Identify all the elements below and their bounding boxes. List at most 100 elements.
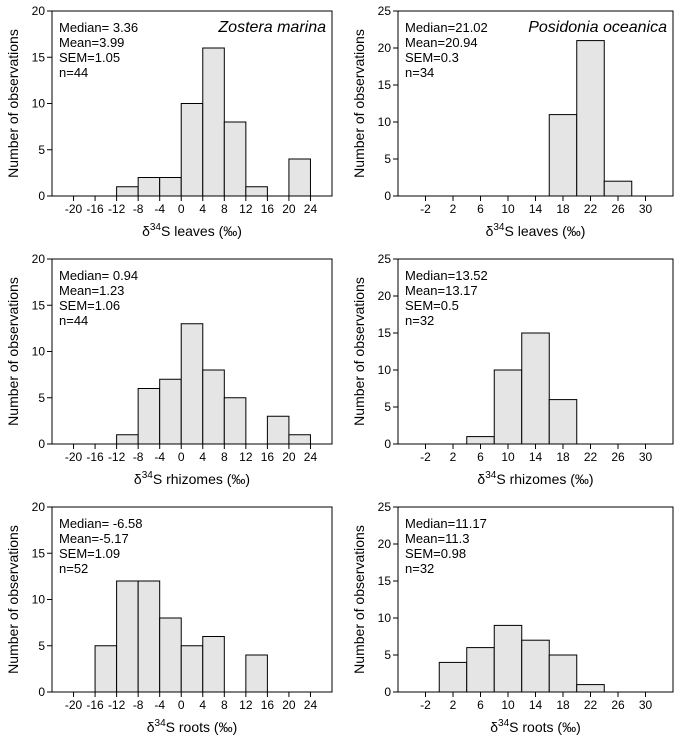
stats-annotation: Mean=13.17 bbox=[405, 283, 478, 298]
stats-annotation: SEM=0.3 bbox=[405, 50, 459, 65]
y-tick-label: 25 bbox=[378, 252, 392, 266]
x-tick-label: 0 bbox=[178, 202, 185, 216]
x-tick-label: -8 bbox=[133, 698, 144, 712]
histogram-bar bbox=[548, 399, 578, 445]
x-tick-label: 14 bbox=[529, 698, 543, 712]
histogram-bar bbox=[202, 369, 225, 445]
x-tick-label: 26 bbox=[611, 698, 625, 712]
histogram-bar bbox=[116, 580, 139, 693]
y-tick-label: 20 bbox=[378, 537, 392, 551]
x-tick-label: 2 bbox=[450, 698, 457, 712]
x-tick-label: 30 bbox=[639, 450, 653, 464]
x-tick-label: 30 bbox=[639, 202, 653, 216]
histogram-bar bbox=[202, 47, 225, 197]
x-tick-label: -4 bbox=[154, 698, 165, 712]
x-tick-label: -20 bbox=[65, 202, 83, 216]
histogram-bar bbox=[159, 617, 182, 693]
histogram-bar bbox=[137, 388, 161, 445]
histogram-bar bbox=[548, 114, 578, 197]
histogram-bar bbox=[493, 624, 523, 693]
x-tick-label: 22 bbox=[584, 698, 598, 712]
x-tick-label: 0 bbox=[178, 450, 185, 464]
x-tick-label: 20 bbox=[282, 202, 296, 216]
histogram-bar bbox=[94, 645, 118, 693]
x-tick-label: -12 bbox=[108, 450, 126, 464]
histogram-bar bbox=[438, 661, 468, 693]
x-tick-label: -16 bbox=[86, 202, 104, 216]
stats-annotation: n=32 bbox=[405, 313, 434, 328]
stats-annotation: SEM=1.06 bbox=[59, 298, 120, 313]
y-axis-label: Number of observations bbox=[5, 29, 21, 178]
x-tick-label: -12 bbox=[108, 202, 126, 216]
species-title: Posidonia oceanica bbox=[528, 19, 667, 36]
x-tick-label: 10 bbox=[501, 698, 515, 712]
y-tick-label: 20 bbox=[378, 41, 392, 55]
x-tick-label: -12 bbox=[108, 698, 126, 712]
y-tick-label: 5 bbox=[384, 648, 391, 662]
y-tick-label: 25 bbox=[378, 500, 392, 514]
x-tick-label: -8 bbox=[133, 202, 144, 216]
stats-annotation: Median= 0.94 bbox=[59, 268, 138, 283]
y-tick-label: 0 bbox=[38, 685, 45, 699]
y-tick-label: 0 bbox=[384, 685, 391, 699]
histogram-bar bbox=[137, 177, 161, 197]
x-tick-label: 22 bbox=[584, 450, 598, 464]
histogram-bar bbox=[245, 186, 268, 197]
x-tick-label: 24 bbox=[304, 450, 318, 464]
histogram-bar bbox=[223, 397, 247, 445]
x-tick-label: 20 bbox=[282, 698, 296, 712]
stats-annotation: Mean=-5.17 bbox=[59, 531, 129, 546]
stats-annotation: Median= -6.58 bbox=[59, 516, 142, 531]
y-tick-label: 5 bbox=[38, 391, 45, 405]
histogram-bar bbox=[521, 332, 550, 445]
x-tick-label: 2 bbox=[450, 202, 457, 216]
x-tick-label: 6 bbox=[477, 202, 484, 216]
x-tick-label: 8 bbox=[221, 698, 228, 712]
histogram-bar bbox=[245, 654, 268, 693]
x-tick-label: 14 bbox=[529, 450, 543, 464]
histogram-bar bbox=[223, 121, 247, 197]
x-tick-label: 4 bbox=[199, 698, 206, 712]
stats-annotation: n=32 bbox=[405, 561, 434, 576]
x-tick-label: 16 bbox=[261, 450, 275, 464]
stats-annotation: Median=21.02 bbox=[405, 20, 488, 35]
x-axis-label: δ34S leaves (‰) bbox=[486, 222, 586, 239]
x-axis-label: δ34S rhizomes (‰) bbox=[477, 470, 593, 487]
y-tick-label: 0 bbox=[38, 189, 45, 203]
y-axis-label: Number of observations bbox=[351, 29, 367, 178]
y-tick-label: 10 bbox=[32, 345, 46, 359]
species-title: Zostera marina bbox=[217, 19, 326, 36]
x-tick-label: 4 bbox=[199, 450, 206, 464]
y-tick-label: 10 bbox=[32, 97, 46, 111]
histogram-bar bbox=[137, 580, 161, 693]
histogram-bar bbox=[180, 323, 204, 445]
stats-annotation: Mean=20.94 bbox=[405, 35, 478, 50]
x-tick-label: 18 bbox=[556, 450, 570, 464]
histogram-bar bbox=[603, 180, 633, 197]
x-tick-label: 12 bbox=[239, 202, 253, 216]
y-axis-label: Number of observations bbox=[351, 277, 367, 426]
stats-annotation: n=44 bbox=[59, 65, 88, 80]
histogram-bar bbox=[180, 103, 204, 197]
stats-annotation: Median=13.52 bbox=[405, 268, 488, 283]
histogram-bar bbox=[288, 158, 311, 197]
x-axis-label: δ34S roots (‰) bbox=[490, 718, 581, 735]
x-tick-label: 22 bbox=[584, 202, 598, 216]
y-axis-label: Number of observations bbox=[351, 525, 367, 674]
x-tick-label: 18 bbox=[556, 698, 570, 712]
y-tick-label: 10 bbox=[32, 593, 46, 607]
x-axis-label: δ34S leaves (‰) bbox=[142, 222, 242, 239]
y-tick-label: 10 bbox=[378, 115, 392, 129]
x-tick-label: 20 bbox=[282, 450, 296, 464]
x-tick-label: -4 bbox=[154, 450, 165, 464]
x-axis-label: δ34S roots (‰) bbox=[147, 718, 238, 735]
x-tick-label: -2 bbox=[420, 698, 431, 712]
x-tick-label: 2 bbox=[450, 450, 457, 464]
stats-annotation: Mean=1.23 bbox=[59, 283, 124, 298]
histogram-bar bbox=[466, 436, 495, 445]
y-tick-label: 15 bbox=[32, 546, 46, 560]
histogram-bar bbox=[576, 40, 605, 197]
